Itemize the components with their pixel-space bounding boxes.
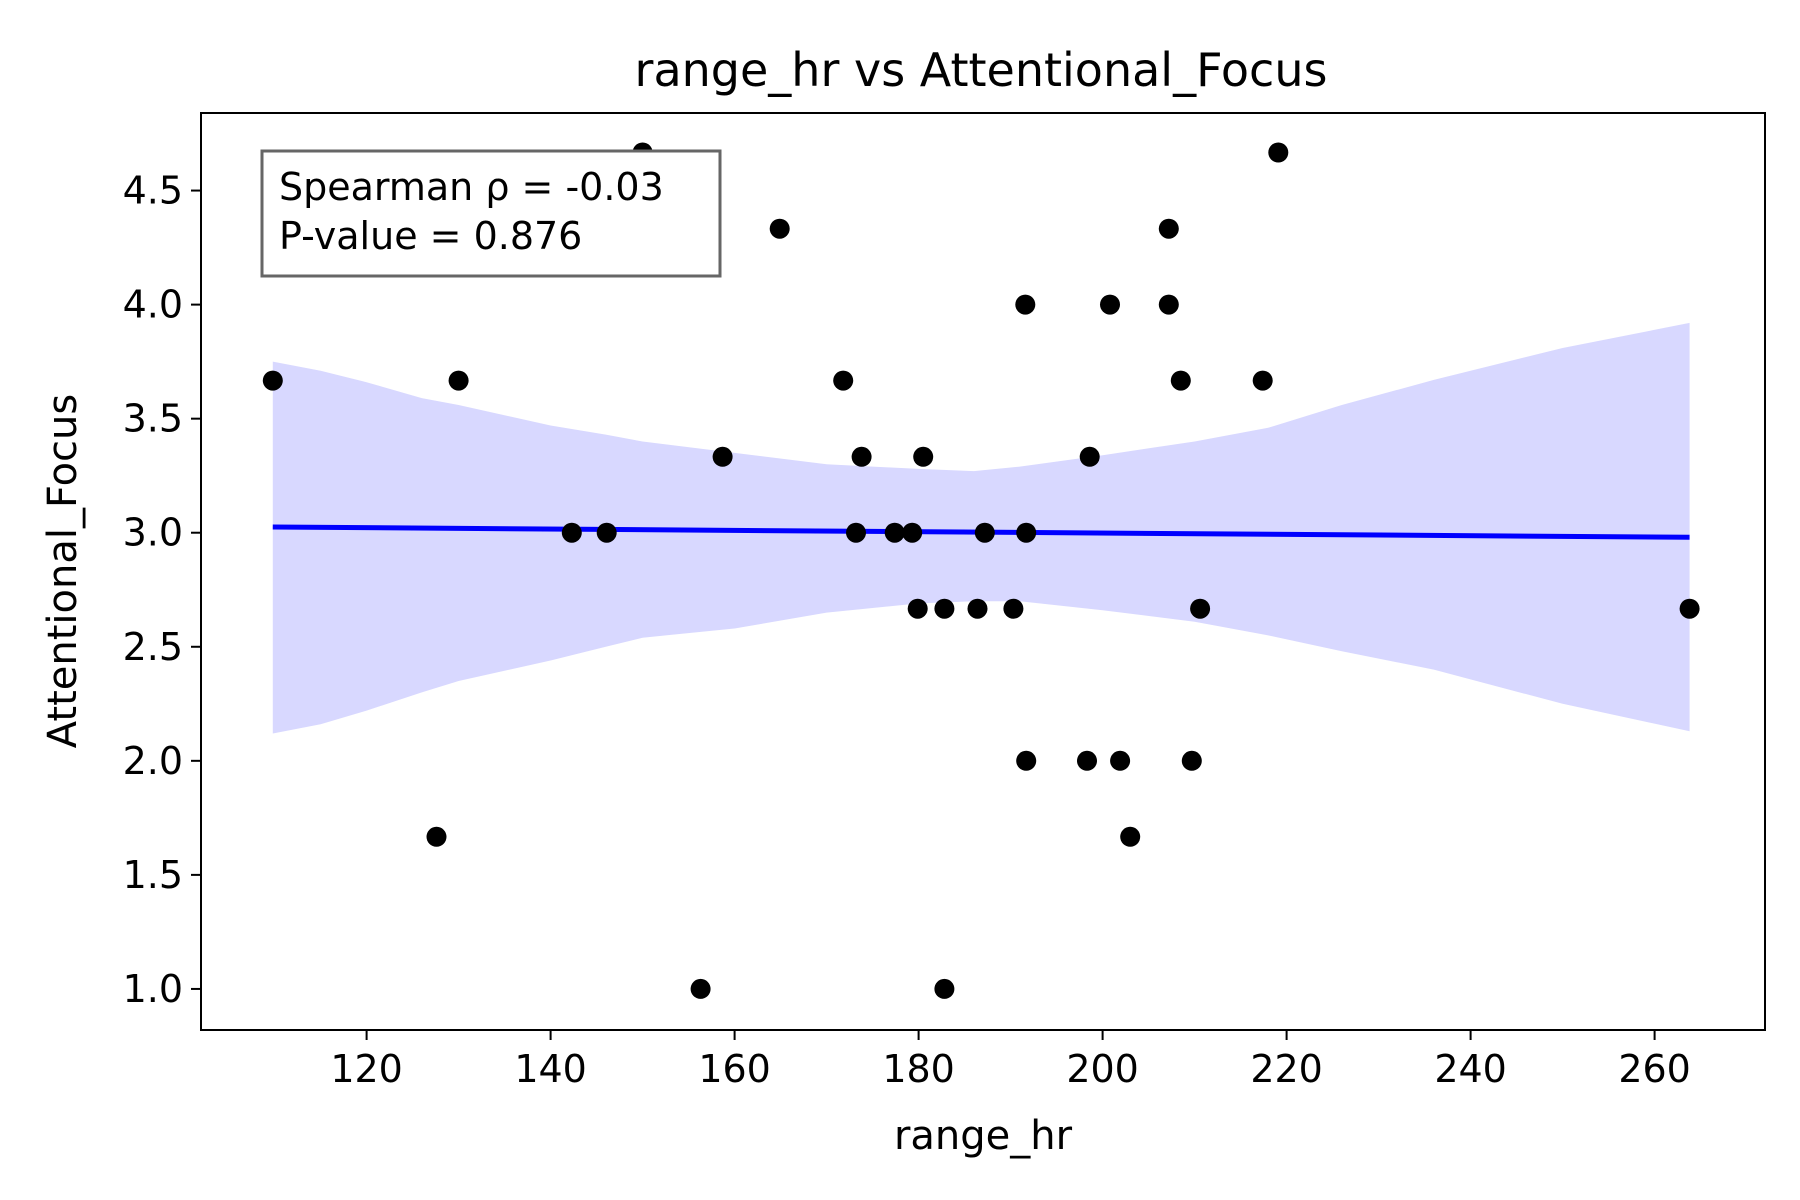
data-point	[934, 598, 955, 619]
x-tick-label: 180	[882, 1047, 955, 1091]
data-point	[967, 598, 988, 619]
x-tick-label: 140	[514, 1047, 587, 1091]
data-point	[1003, 598, 1024, 619]
data-point	[907, 598, 928, 619]
x-tick-label: 200	[1066, 1047, 1139, 1091]
data-point	[690, 978, 711, 999]
y-tick-label: 4.0	[123, 283, 183, 327]
data-point	[846, 522, 866, 543]
data-point	[884, 522, 905, 543]
x-axis-label: range_hr	[894, 1113, 1073, 1159]
y-tick-label: 4.5	[123, 169, 183, 213]
y-axis: 1.0 1.5 2.0 2.5 3.0 3.5 4.0 4.5	[123, 169, 201, 1011]
data-point	[1158, 218, 1179, 239]
data-point	[974, 522, 995, 543]
data-point	[1016, 750, 1037, 771]
y-axis-label: Attentional_Focus	[40, 394, 86, 748]
stats-pvalue-text: P-value = 0.876	[279, 214, 582, 258]
data-point	[1679, 598, 1700, 619]
data-point	[902, 522, 923, 543]
data-point	[561, 522, 582, 543]
data-point	[851, 446, 872, 467]
y-tick-label: 3.5	[123, 397, 183, 441]
x-tick-label: 220	[1250, 1047, 1323, 1091]
data-point	[1015, 294, 1036, 315]
y-tick-label: 2.0	[123, 739, 183, 783]
x-tick-label: 160	[698, 1047, 771, 1091]
y-tick-label: 1.0	[123, 967, 183, 1011]
data-point	[934, 978, 955, 999]
data-point	[426, 826, 447, 847]
data-point	[596, 522, 617, 543]
stats-annotation-box	[260, 149, 722, 278]
y-tick-label: 1.5	[123, 853, 183, 897]
data-point	[1268, 142, 1289, 163]
data-point	[262, 370, 283, 391]
data-point	[1120, 826, 1141, 847]
x-tick-label: 120	[330, 1047, 403, 1091]
data-point	[1190, 598, 1211, 619]
data-point	[1181, 750, 1202, 771]
data-point	[833, 370, 854, 391]
x-axis: 120 140 160 180 200 220 240 260	[330, 1030, 1691, 1091]
stats-annotation: Spearman ρ = -0.03 P-value = 0.876	[260, 149, 722, 278]
data-point	[1158, 294, 1179, 315]
x-tick-label: 240	[1434, 1047, 1507, 1091]
y-tick-label: 2.5	[123, 625, 183, 669]
data-point	[1077, 750, 1097, 771]
data-point	[1170, 370, 1191, 391]
stats-spearman-text: Spearman ρ = -0.03	[279, 165, 664, 209]
data-point	[1100, 294, 1120, 315]
data-point	[769, 218, 790, 239]
y-tick-label: 3.0	[123, 511, 183, 555]
data-point	[913, 446, 934, 467]
x-tick-label: 260	[1618, 1047, 1691, 1091]
data-point	[1252, 370, 1273, 391]
data-point	[712, 446, 733, 467]
data-point	[448, 370, 469, 391]
data-point	[1079, 446, 1100, 467]
plot-area-frame	[200, 112, 1766, 1031]
data-point	[1110, 750, 1131, 771]
data-point	[1016, 522, 1037, 543]
chart-title: range_hr vs Attentional_Focus	[635, 43, 1328, 97]
